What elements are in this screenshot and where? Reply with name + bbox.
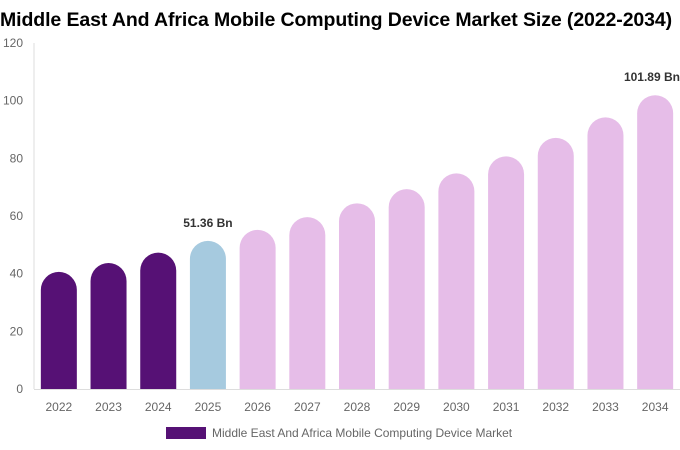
bar-2031: [488, 156, 525, 389]
data-label-2034: 101.89 Bn: [624, 70, 680, 84]
legend: Middle East And Africa Mobile Computing …: [166, 425, 512, 441]
bar-2029: [388, 189, 425, 389]
bar-2025: [189, 240, 226, 389]
x-tick-label: 2034: [642, 400, 669, 414]
x-tick-label: 2033: [592, 400, 619, 414]
x-axis: 2022 2023 2024 2025 2026 2027 2028 2029 2030 2031…: [34, 389, 680, 414]
x-tick-label: 2028: [344, 400, 371, 414]
bar-2027: [289, 217, 326, 389]
x-tick-label: 2022: [45, 400, 72, 414]
bar-2026: [239, 229, 276, 389]
x-tick-label: 2024: [145, 400, 172, 414]
legend-label: Middle East And Africa Mobile Computing …: [212, 426, 513, 440]
bars: [40, 95, 674, 389]
bar-2022: [40, 271, 77, 389]
legend-swatch: [166, 427, 206, 439]
y-tick-label: 0: [16, 382, 23, 396]
y-axis: 0 20 40 60 80 100 120: [3, 36, 35, 396]
data-labels: 51.36 Bn 101.89 Bn: [183, 70, 680, 230]
x-tick-label: 2023: [95, 400, 122, 414]
bar-2034: [637, 95, 674, 389]
bar-2033: [587, 117, 624, 389]
bar-2024: [140, 252, 177, 389]
x-tick-label: 2030: [443, 400, 470, 414]
x-tick-label: 2032: [542, 400, 569, 414]
y-tick-label: 120: [3, 36, 23, 50]
bar-2023: [90, 262, 127, 389]
data-label-2025: 51.36 Bn: [183, 216, 232, 230]
x-tick-label: 2031: [493, 400, 520, 414]
y-tick-label: 80: [10, 151, 24, 165]
bar-2030: [438, 173, 475, 389]
y-tick-label: 100: [3, 94, 23, 108]
y-tick-label: 40: [10, 267, 24, 281]
bar-2028: [339, 203, 375, 389]
bar-2032: [537, 137, 574, 389]
y-tick-label: 60: [10, 209, 24, 223]
x-tick-label: 2025: [195, 400, 222, 414]
x-tick-label: 2026: [244, 400, 271, 414]
x-tick-label: 2029: [393, 400, 420, 414]
chart-title: Middle East And Africa Mobile Computing …: [0, 9, 673, 31]
x-tick-label: 2027: [294, 400, 321, 414]
y-tick-label: 20: [10, 324, 24, 338]
